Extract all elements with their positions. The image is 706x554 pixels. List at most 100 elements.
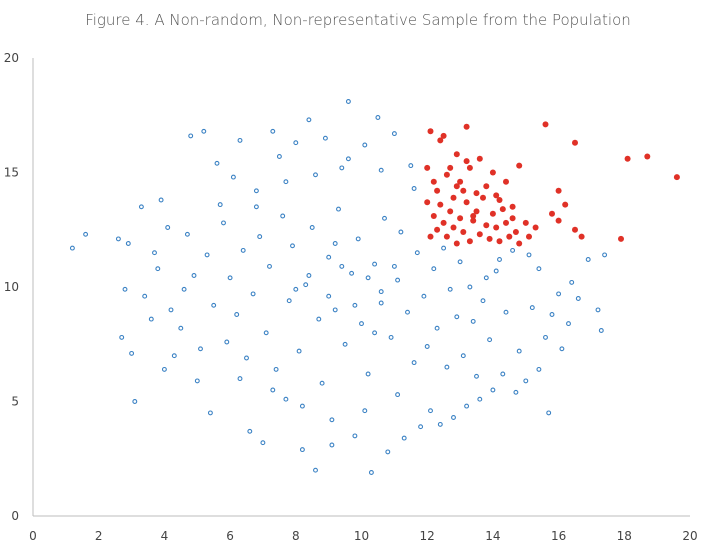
population-point: [316, 316, 322, 322]
population-point: [457, 259, 463, 265]
population-point: [280, 213, 286, 219]
chart-title: Figure 4. A Non-random, Non-representati…: [85, 11, 631, 29]
population-point: [428, 408, 433, 414]
sample-point: [437, 201, 444, 208]
population-point: [313, 172, 318, 178]
population-point: [138, 204, 144, 210]
y-tick-label: 5: [11, 395, 19, 409]
population-point: [152, 250, 157, 256]
sample-point: [466, 238, 473, 245]
population-point: [444, 364, 450, 370]
population-point: [418, 424, 424, 430]
population-point: [395, 392, 401, 398]
population-point: [299, 447, 305, 453]
population-point: [332, 307, 338, 313]
sample-point: [483, 222, 490, 229]
sample-point: [424, 164, 431, 171]
sample-point: [503, 219, 509, 226]
population-point: [375, 115, 381, 120]
population-point: [365, 275, 371, 281]
population-point: [115, 236, 121, 242]
population-point: [273, 366, 279, 372]
sample-point: [443, 171, 450, 178]
population-point: [395, 277, 401, 283]
population-point: [368, 470, 374, 475]
sample-point: [466, 164, 473, 171]
sample-point: [434, 187, 441, 194]
population-point: [122, 286, 128, 292]
sample-point: [496, 197, 503, 203]
sample-point: [470, 217, 477, 224]
sample-point: [463, 199, 470, 206]
population-point: [309, 225, 315, 230]
sample-point: [450, 224, 457, 231]
population-point: [270, 128, 276, 134]
population-point: [194, 378, 200, 384]
population-point: [510, 247, 516, 253]
population-point: [345, 156, 351, 162]
population-point: [299, 403, 305, 409]
population-point: [546, 410, 552, 416]
population-point: [253, 204, 259, 210]
sample-point: [434, 226, 441, 233]
population-point: [214, 160, 220, 166]
x-tick-label: 20: [682, 529, 697, 543]
population-point: [487, 337, 493, 343]
sample-point: [506, 233, 513, 240]
population-point: [322, 135, 328, 141]
sample-point: [562, 201, 569, 208]
population-point: [319, 380, 325, 386]
sample-point: [483, 183, 490, 190]
population-point: [217, 202, 223, 208]
population-point: [188, 133, 194, 139]
population-point: [240, 247, 246, 253]
x-tick-label: 0: [29, 529, 37, 543]
population-point: [201, 128, 207, 134]
population-point: [497, 257, 502, 262]
x-tick-label: 10: [354, 529, 369, 543]
sample-point: [555, 217, 562, 224]
population-point: [161, 366, 167, 372]
population-point: [148, 316, 154, 322]
population-point: [191, 273, 197, 278]
sample-point: [516, 162, 523, 169]
population-point: [339, 165, 345, 171]
sample-point: [453, 183, 460, 190]
population-point: [549, 312, 555, 317]
population-point: [388, 334, 394, 340]
population-point: [211, 302, 217, 308]
population-point: [250, 291, 256, 297]
population-point: [460, 353, 466, 359]
population-point: [421, 293, 427, 299]
sample-point: [549, 210, 555, 217]
x-tick-label: 4: [161, 529, 169, 543]
population-point: [434, 325, 440, 331]
population-point: [569, 279, 575, 285]
population-point: [602, 252, 608, 258]
population-point: [411, 186, 417, 191]
sample-point: [509, 203, 516, 210]
sample-point: [572, 139, 578, 146]
population-point: [326, 254, 332, 260]
population-point: [467, 284, 473, 290]
population-point: [480, 298, 486, 304]
population-point: [329, 442, 335, 448]
sample-point: [578, 233, 585, 240]
population-point: [523, 378, 529, 384]
sample-points: [424, 121, 680, 247]
sample-point: [453, 151, 460, 158]
population-point: [391, 263, 397, 269]
x-tick-label: 8: [292, 529, 300, 543]
sample-point: [624, 155, 631, 162]
sample-point: [450, 194, 457, 201]
population-point: [483, 275, 489, 281]
sample-point: [427, 233, 434, 240]
population-point: [566, 321, 571, 327]
sample-point: [673, 174, 680, 181]
population-point: [270, 387, 276, 393]
population-point: [516, 348, 522, 354]
population-point: [221, 220, 226, 226]
sample-point: [430, 213, 437, 219]
population-point: [378, 167, 384, 173]
